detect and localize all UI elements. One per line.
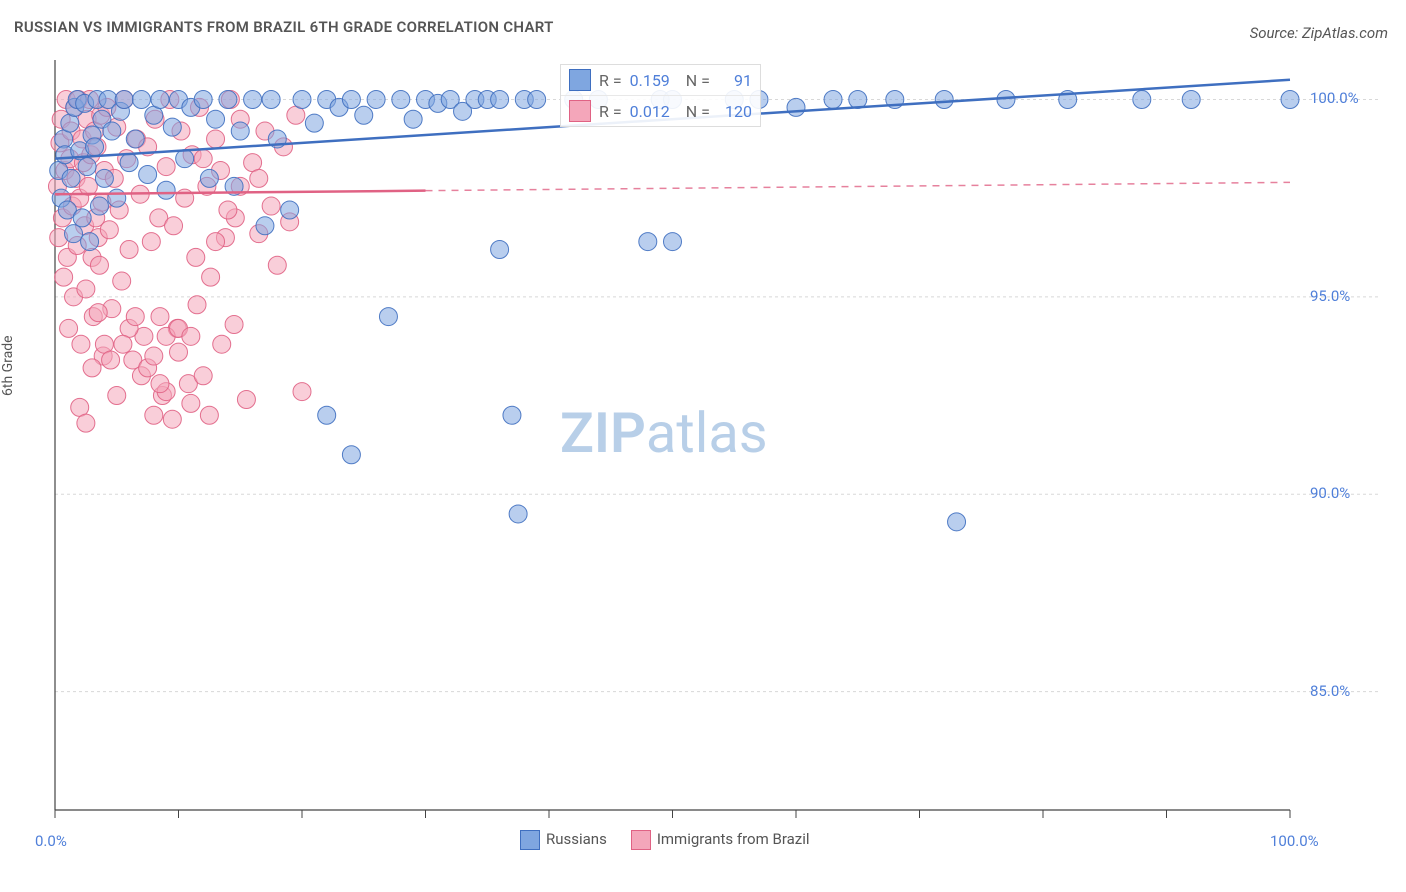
stats-n-value: 120 [718,102,752,121]
chart-container: RUSSIAN VS IMMIGRANTS FROM BRAZIL 6TH GR… [0,0,1406,892]
stats-n-value: 91 [718,71,752,90]
legend-item: Immigrants from Brazil [631,830,810,850]
legend: Russians Immigrants from Brazil [520,830,810,850]
y-tick-label: 100.0% [1310,89,1359,107]
legend-item: Russians [520,830,607,850]
stats-swatch [569,100,591,122]
y-tick-label: 95.0% [1310,287,1350,305]
stats-swatch [569,69,591,91]
correlation-stats-box: R = 0.159 N = 91 R = 0.012 N = 120 [560,64,761,127]
stats-r-label: R = [599,102,622,121]
legend-swatch [631,830,651,850]
stats-r-value: 0.159 [630,71,670,90]
scatter-chart [0,0,1406,892]
stats-row: R = 0.159 N = 91 [561,65,760,96]
legend-swatch [520,830,540,850]
stats-row: R = 0.012 N = 120 [561,96,760,126]
stats-r-label: R = [599,71,622,90]
y-tick-label: 90.0% [1310,484,1350,502]
x-tick-label: 0.0% [35,832,67,850]
stats-r-value: 0.012 [630,102,670,121]
y-tick-label: 85.0% [1310,682,1350,700]
x-tick-label: 100.0% [1270,832,1319,850]
legend-label: Russians [546,830,607,848]
legend-label: Immigrants from Brazil [657,830,810,848]
stats-n-label: N = [686,102,710,121]
stats-n-label: N = [686,71,710,90]
